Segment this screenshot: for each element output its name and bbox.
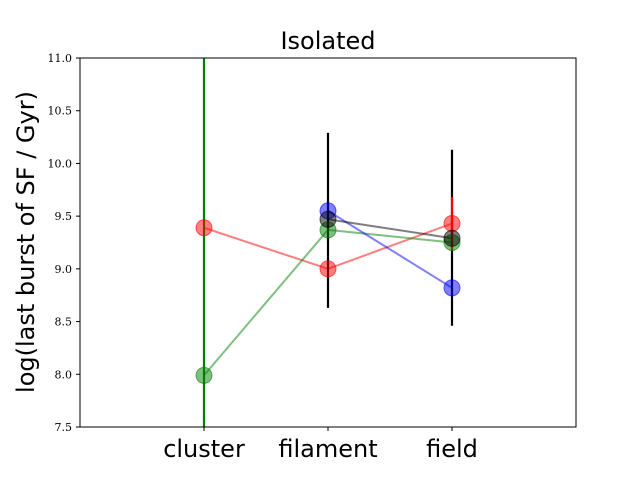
data-point: [443, 215, 461, 233]
series-line: [327, 218, 453, 240]
data-points: [195, 202, 461, 384]
data-point: [195, 219, 213, 237]
x-axis-ticks: cluster filament field: [163, 427, 478, 463]
y-tick-label: 10.5: [48, 105, 73, 118]
series-line: [327, 210, 453, 289]
y-tick-label: 9.0: [55, 263, 73, 276]
y-tick-label: 8.0: [55, 368, 73, 381]
x-tick-label: field: [426, 435, 478, 463]
x-tick-label: cluster: [163, 435, 245, 463]
chart-title: Isolated: [280, 27, 375, 55]
x-tick-label: filament: [278, 435, 377, 463]
y-tick-label: 11.0: [48, 52, 73, 65]
data-point: [195, 366, 213, 384]
data-point: [319, 210, 337, 228]
y-tick-label: 10.0: [48, 157, 73, 170]
data-point: [443, 229, 461, 247]
data-point: [319, 260, 337, 278]
y-tick-label: 8.5: [55, 316, 73, 329]
y-axis-label: log(last burst of SF / Gyr): [12, 91, 40, 393]
y-tick-label: 9.5: [55, 210, 73, 223]
plot-frame: [79, 57, 577, 428]
y-axis-ticks: 7.5 8.0 8.5 9.0 9.5 10.0 10.5 11.0: [48, 52, 80, 434]
data-point: [443, 279, 461, 297]
y-tick-label: 7.5: [55, 421, 73, 434]
